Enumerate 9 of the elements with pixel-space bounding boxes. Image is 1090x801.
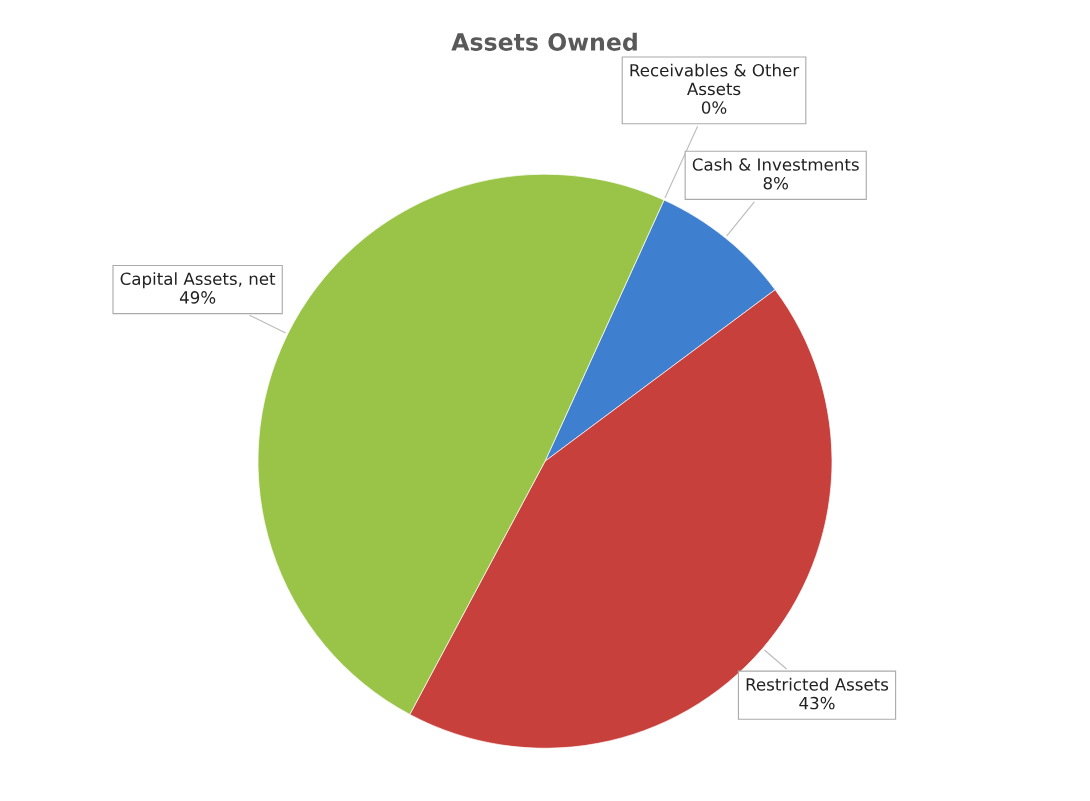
text: 0%: [701, 101, 727, 114]
data-label: 49%: [179, 291, 216, 304]
slice-label: Restricted Assets: [746, 677, 889, 691]
category-label: Receivables & Other Assets: [630, 63, 800, 96]
data-label: 8%: [763, 176, 789, 190]
chart-title: Assets Owned: [451, 32, 637, 51]
slice-label: Cash & Investments: [692, 157, 859, 171]
slice-label: Capital Assets, net: [120, 272, 276, 289]
data-label: 43%: [799, 696, 835, 710]
